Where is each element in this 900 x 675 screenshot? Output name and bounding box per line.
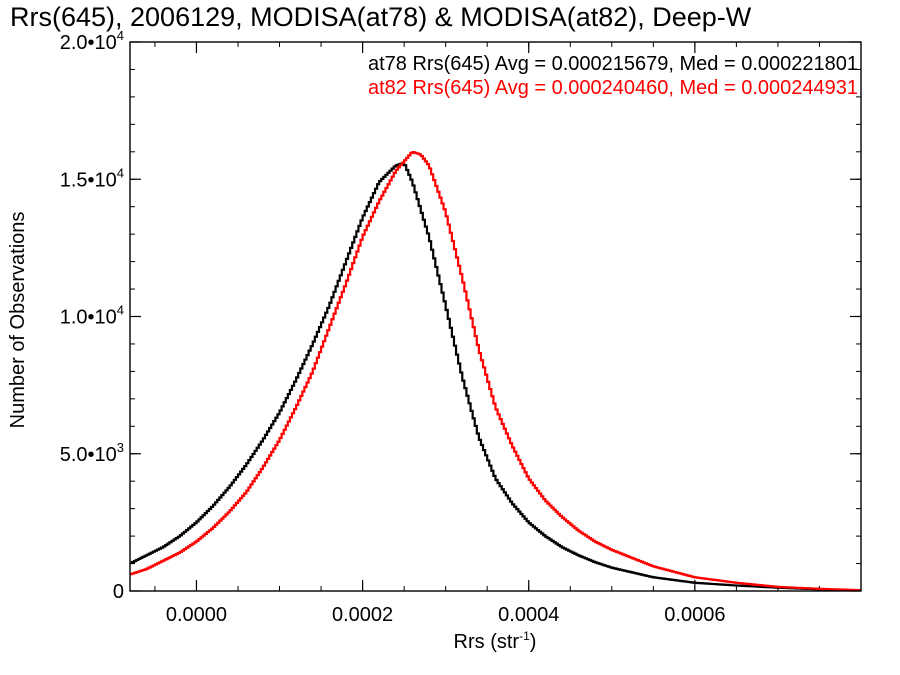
series-lines <box>130 151 861 592</box>
plot-frame <box>129 41 862 592</box>
y-tick-label: 0 <box>113 581 124 603</box>
axis-ticks: 0.0000 0.0002 0.0004 0.0006 0 5.0•103 1.0•104 1… <box>60 28 862 626</box>
x-axis-label: Rrs (str-1) <box>454 629 537 653</box>
legend-entry-at78: at78 Rrs(645) Avg = 0.000215679, Med = 0… <box>368 53 858 75</box>
chart-title: Rrs(645), 2006129, MODISA(at78) & MODISA… <box>10 2 752 32</box>
x-tick-label: 0.0004 <box>498 604 559 626</box>
legend-entry-at82: at82 Rrs(645) Avg = 0.000240460, Med = 0… <box>368 77 858 99</box>
x-tick-label: 0.0002 <box>332 604 393 626</box>
x-tick-label: 0.0006 <box>664 604 725 626</box>
y-tick-label: 2.0•104 <box>60 28 124 54</box>
series-line-at82 <box>130 151 861 592</box>
legend: at78 Rrs(645) Avg = 0.000215679, Med = 0… <box>368 53 858 99</box>
y-tick-label: 1.5•104 <box>60 165 124 191</box>
series-line-at78 <box>130 162 861 592</box>
y-axis-label: Number of Observations <box>7 212 29 429</box>
y-tick-label: 5.0•103 <box>60 440 124 466</box>
x-tick-label: 0.0000 <box>166 604 227 626</box>
y-tick-label: 1.0•104 <box>60 303 124 329</box>
